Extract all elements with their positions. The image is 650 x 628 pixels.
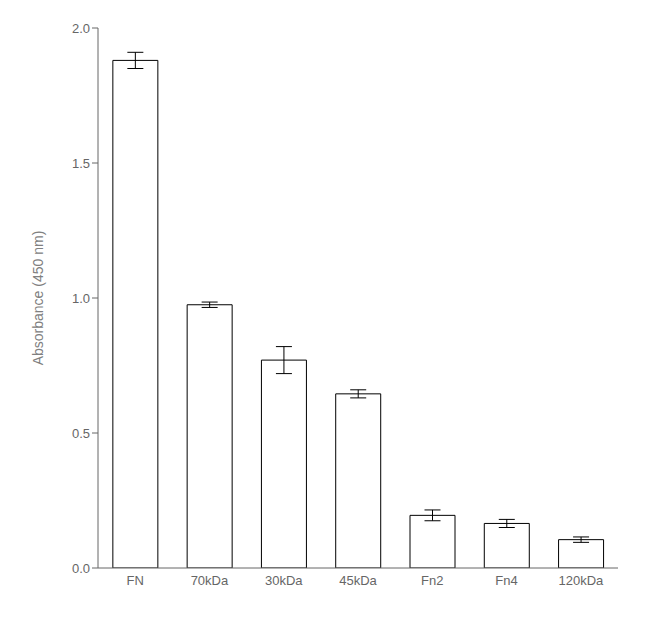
svg-text:0.0: 0.0 xyxy=(72,561,90,576)
svg-text:Fn4: Fn4 xyxy=(495,573,517,588)
svg-text:45kDa: 45kDa xyxy=(339,573,377,588)
svg-text:30kDa: 30kDa xyxy=(265,573,303,588)
svg-text:Fn2: Fn2 xyxy=(421,573,443,588)
svg-text:1.0: 1.0 xyxy=(72,291,90,306)
svg-text:1.5: 1.5 xyxy=(72,156,90,171)
svg-text:Absorbance (450 nm): Absorbance (450 nm) xyxy=(30,231,46,366)
svg-text:0.5: 0.5 xyxy=(72,426,90,441)
svg-text:120kDa: 120kDa xyxy=(558,573,604,588)
svg-text:70kDa: 70kDa xyxy=(191,573,229,588)
svg-text:2.0: 2.0 xyxy=(72,21,90,36)
svg-text:FN: FN xyxy=(126,573,143,588)
